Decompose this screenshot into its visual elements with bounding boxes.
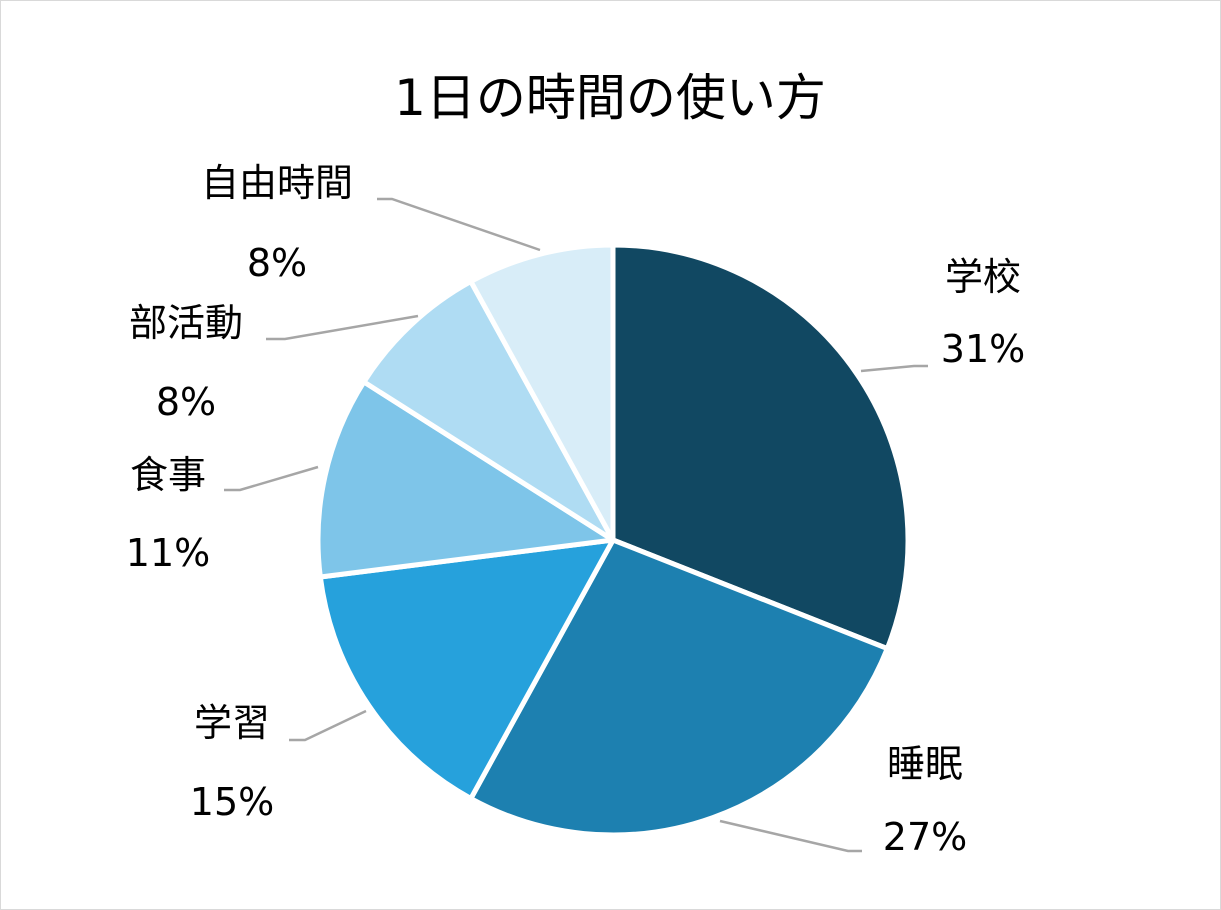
slice-category-label-5: 部活動 — [129, 301, 243, 345]
leader-line-1 — [860, 364, 928, 373]
pie-slices — [315, 242, 911, 838]
pie-slice-6 — [468, 242, 616, 543]
pie-slice-1 — [610, 242, 911, 652]
pie-slice-5 — [361, 278, 616, 543]
leader-line-6 — [377, 197, 541, 252]
slice-value-label-4: 11% — [126, 531, 210, 575]
pie-slice-3 — [317, 537, 616, 802]
slice-category-label-1: 学校 — [945, 255, 1021, 299]
leader-lines — [224, 197, 928, 853]
slice-category-label-4: 食事 — [130, 453, 206, 497]
slice-category-label-2: 睡眠 — [887, 742, 963, 786]
leader-line-4 — [224, 465, 319, 492]
slice-category-label-3: 学習 — [194, 701, 270, 745]
slice-value-label-3: 15% — [190, 780, 274, 824]
slice-value-label-1: 31% — [941, 327, 1025, 371]
leader-line-3 — [289, 709, 367, 742]
pie-slice-4 — [315, 379, 616, 580]
slice-value-label-6: 8% — [247, 241, 307, 285]
leader-line-5 — [266, 314, 419, 341]
chart-title: 1日の時間の使い方 — [394, 69, 826, 127]
slice-value-label-5: 8% — [156, 380, 216, 424]
slice-value-label-2: 27% — [883, 815, 967, 859]
leader-line-2 — [719, 819, 862, 853]
slice-category-label-6: 自由時間 — [201, 161, 353, 205]
